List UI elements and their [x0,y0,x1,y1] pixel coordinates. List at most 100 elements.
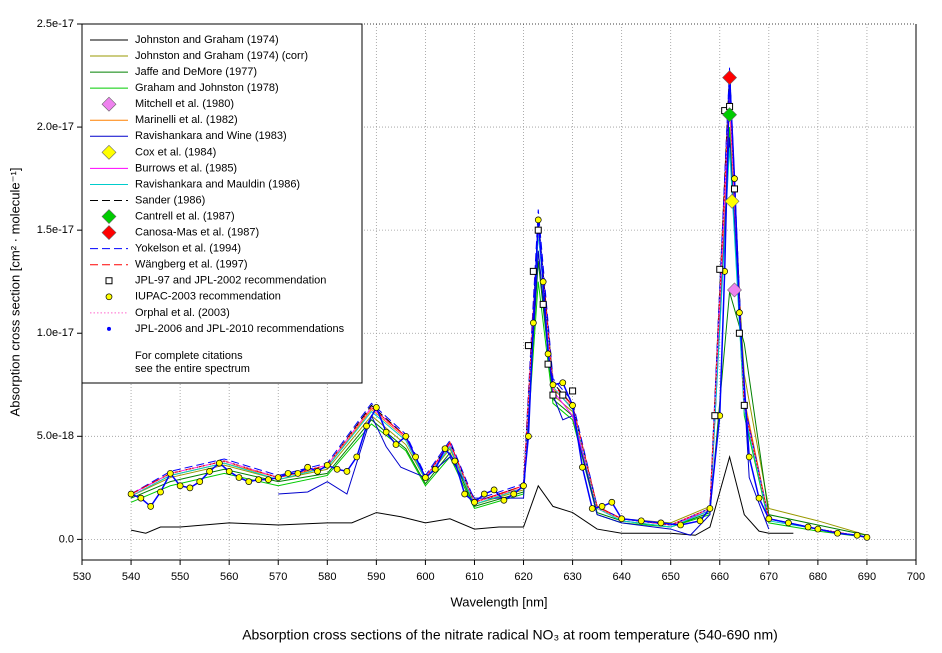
square-marker [105,277,113,285]
circle-marker [216,459,223,467]
circle-marker [525,432,532,440]
circle-marker [863,533,871,541]
circle-marker [510,490,518,498]
square-marker [539,300,547,308]
square-marker [559,391,567,399]
y-tick-label: 5.0e-18 [37,430,74,442]
legend-label: JPL-2006 and JPL-2010 recommendations [135,323,345,335]
circle-marker [529,319,537,327]
square-marker [544,360,552,368]
circle-marker [353,453,361,461]
x-tick-label: 590 [367,571,385,583]
legend-note: For complete citations [135,350,243,362]
y-axis-label: Absorption cross section [cm² · molecule… [7,168,22,417]
legend-label: Cox et al. (1984) [135,146,216,158]
circle-marker [569,402,576,409]
circle-marker [166,470,174,477]
square-marker [716,265,724,273]
x-tick-label: 640 [612,571,630,583]
ticks: 530 540 550 560 570 580 590 600 610 620 630 640 650 6… [37,18,925,583]
legend-label: Sander (1986) [135,194,205,206]
circle-marker [549,381,557,389]
circle-marker [490,486,498,494]
circle-marker [706,505,714,512]
circle-marker [137,494,145,502]
dot-marker [107,326,111,331]
circle-marker [785,519,792,527]
y-tick-label: 2.0e-17 [37,121,74,133]
x-tick-label: 550 [171,571,189,583]
series-line [278,137,770,536]
circle-marker [363,422,370,430]
x-tick-label: 670 [760,571,778,583]
diamond-marker [101,225,117,241]
circle-marker [431,465,439,473]
legend-label: Jaffe and DeMore (1977) [135,66,257,78]
legend: Johnston and Graham (1974) Johnston and G… [90,34,345,375]
legend-label: Canosa-Mas et al. (1987) [135,227,259,239]
circle-marker [294,470,302,477]
square-marker [730,185,738,193]
x-tick-label: 610 [465,571,483,583]
circle-marker [657,519,665,527]
circle-marker [402,432,410,440]
legend-label: IUPAC-2003 recommendation [135,291,281,303]
series-line [130,454,794,536]
circle-marker [520,482,527,490]
circle-marker [696,517,704,525]
circle-marker [284,470,292,477]
x-tick-label: 570 [269,571,287,583]
x-tick-label: 680 [809,571,827,583]
circle-marker [765,515,773,523]
circle-marker [853,531,861,539]
circle-marker [814,525,822,533]
circle-marker [451,457,459,465]
x-tick-label: 700 [907,571,925,583]
circle-marker [274,474,282,481]
legend-label: Mitchell et al. (1980) [135,98,234,110]
square-marker [740,401,748,409]
legend-label: Marinelli et al. (1982) [135,114,238,126]
diamond-marker [722,107,738,123]
circle-marker [579,463,586,471]
circle-marker [235,474,243,481]
circle-marker [422,474,429,481]
circle-marker [373,404,380,411]
x-tick-label: 650 [662,571,680,583]
circle-marker [323,461,331,469]
legend-label: Yokelson et al. (1994) [135,243,241,255]
diamond-marker [101,144,117,160]
circle-marker [105,293,113,301]
circle-marker [392,441,400,448]
square-marker [711,412,719,420]
diamond-marker [727,282,742,298]
square-marker [524,342,532,350]
diamond-marker [724,193,740,209]
legend-label: Ravishankara and Mauldin (1986) [135,178,300,190]
x-tick-label: 530 [73,571,91,583]
circle-marker [206,468,213,475]
legend-label: Graham and Johnston (1978) [135,82,279,94]
circle-marker [186,484,194,492]
y-tick-label: 2.5e-17 [37,18,74,30]
circle-marker [265,476,272,483]
circle-marker [534,216,542,224]
circle-marker [343,468,351,475]
circle-marker [255,476,262,483]
square-marker [549,391,557,399]
circle-marker [588,505,596,512]
circle-marker [314,468,321,475]
circle-marker [745,453,753,461]
y-tick-label: 1.5e-17 [37,224,74,236]
circle-marker [804,523,812,531]
circle-marker [480,490,488,498]
circle-marker [618,515,625,523]
circle-marker [127,490,135,498]
circle-marker [412,453,419,461]
legend-box [81,23,363,384]
circle-marker [333,465,341,473]
x-tick-label: 660 [711,571,729,583]
square-marker [569,387,577,395]
